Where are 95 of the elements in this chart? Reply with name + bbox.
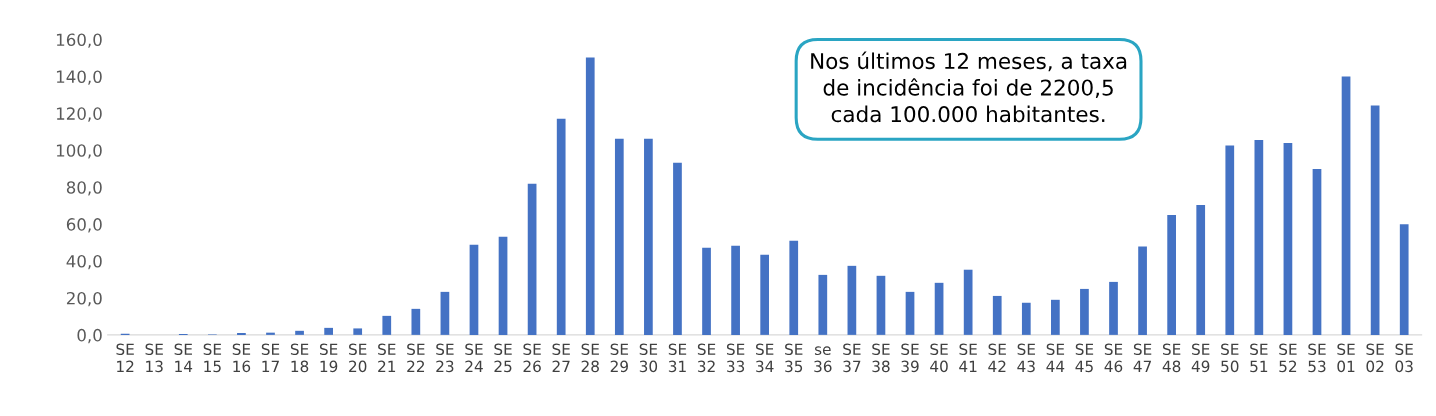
bar — [905, 291, 915, 335]
bar — [702, 247, 711, 335]
bar — [876, 275, 886, 335]
bar — [556, 118, 566, 335]
bar — [1312, 169, 1322, 335]
bar — [614, 138, 624, 335]
bar — [1051, 299, 1060, 335]
bar — [992, 295, 1002, 335]
annotation: Nos últimos 12 meses, a taxa de incidência foi de 2200,5 cada 100.000 habitantes. — [811, 51, 1127, 123]
bar — [673, 162, 682, 335]
x-tick-label: SE 16 — [232, 343, 251, 373]
x-tick-label: SE 21 — [378, 343, 396, 372]
x-tick-label: se 36 — [814, 346, 832, 373]
x-tick-label: SE 46 — [1104, 343, 1123, 373]
bar — [1080, 288, 1089, 335]
x-tick-label: SE 32 — [697, 343, 716, 373]
x-tick-label: SE 22 — [407, 343, 425, 372]
x-tick-label: SE 35 — [785, 343, 803, 373]
x-tick-label: SE 52 — [1279, 343, 1297, 373]
x-tick-label: SE 30 — [639, 343, 658, 373]
x-tick-label: SE 39 — [901, 343, 919, 373]
x-tick-label: SE 01 — [1337, 343, 1355, 373]
bar — [585, 57, 595, 335]
bar — [498, 236, 508, 335]
bar — [1341, 76, 1351, 335]
bar — [324, 327, 333, 335]
x-tick-label: SE 27 — [552, 343, 570, 372]
x-tick-label: SE 17 — [261, 343, 280, 372]
x-tick-label: SE 43 — [1017, 343, 1035, 373]
x-tick-label: SE 34 — [756, 343, 774, 373]
x-tick-label: SE 29 — [610, 343, 629, 373]
x-tick-label: SE 19 — [319, 343, 338, 373]
bar — [760, 254, 770, 335]
bar — [1370, 105, 1380, 335]
y-tick-label: 80,0 — [66, 181, 102, 196]
x-tick-label: SE 12 — [116, 343, 134, 372]
x-tick-label: SE 41 — [959, 343, 977, 372]
x-tick-label: SE 50 — [1221, 343, 1239, 373]
bar — [1138, 246, 1147, 335]
y-tick-label: 160,0 — [56, 33, 102, 48]
x-tick-label: SE 14 — [174, 343, 193, 372]
x-tick-label: SE 40 — [930, 343, 948, 373]
x-tick-label: SE 24 — [465, 343, 483, 372]
x-tick-label: SE 13 — [145, 343, 163, 373]
bar — [1167, 214, 1176, 335]
bar — [818, 274, 828, 335]
bar — [440, 291, 450, 335]
bar — [1196, 204, 1206, 335]
bar — [382, 315, 392, 335]
bar — [644, 138, 653, 335]
bar — [411, 308, 421, 335]
bar — [1225, 145, 1235, 335]
x-tick-label: SE 23 — [436, 343, 454, 373]
x-tick-label: SE 49 — [1191, 343, 1210, 373]
bar — [934, 282, 944, 335]
bar — [469, 244, 479, 335]
x-tick-label: SE 48 — [1162, 343, 1181, 373]
x-tick-label: SE 51 — [1250, 343, 1268, 373]
x-tick-label: SE 03 — [1395, 343, 1413, 373]
bar — [1254, 139, 1264, 335]
x-tick-label: SE 25 — [494, 343, 512, 373]
x-tick-label: SE 02 — [1366, 343, 1384, 373]
x-tick-label: SE 37 — [843, 343, 861, 373]
bar — [266, 332, 275, 335]
y-tick-label: 0,0 — [77, 328, 102, 344]
bar — [963, 269, 973, 335]
x-tick-label: SE 33 — [726, 343, 745, 373]
x-tick-label: SE 28 — [581, 343, 599, 373]
bar — [847, 265, 857, 335]
x-tick-label: SE 18 — [290, 343, 309, 373]
x-tick-label: SE 38 — [872, 343, 890, 373]
y-tick-label: 40,0 — [66, 255, 102, 270]
bar — [1109, 281, 1118, 335]
bar — [353, 328, 363, 335]
bar — [1021, 302, 1031, 335]
x-tick-label: SE 44 — [1046, 343, 1065, 372]
y-tick-label: 140,0 — [56, 70, 102, 85]
x-tick-label: SE 42 — [988, 343, 1006, 372]
x-tick-label: SE 53 — [1308, 343, 1326, 373]
x-tick-label: SE 15 — [203, 343, 222, 373]
bar — [1283, 143, 1293, 335]
y-tick-label: 60,0 — [66, 218, 102, 233]
bar — [1399, 224, 1409, 335]
bar — [731, 245, 740, 335]
x-tick-label: SE 47 — [1133, 343, 1152, 372]
bar — [527, 183, 537, 335]
y-tick-label: 120,0 — [56, 107, 102, 122]
x-tick-label: SE 31 — [668, 343, 687, 373]
x-tick-label: SE 20 — [349, 343, 367, 373]
y-tick-label: 100,0 — [56, 144, 102, 159]
bar — [295, 330, 304, 335]
x-tick-label: SE 26 — [523, 343, 541, 373]
bar — [789, 240, 799, 335]
x-tick-label: SE 45 — [1075, 343, 1094, 373]
y-tick-label: 20,0 — [66, 291, 102, 307]
